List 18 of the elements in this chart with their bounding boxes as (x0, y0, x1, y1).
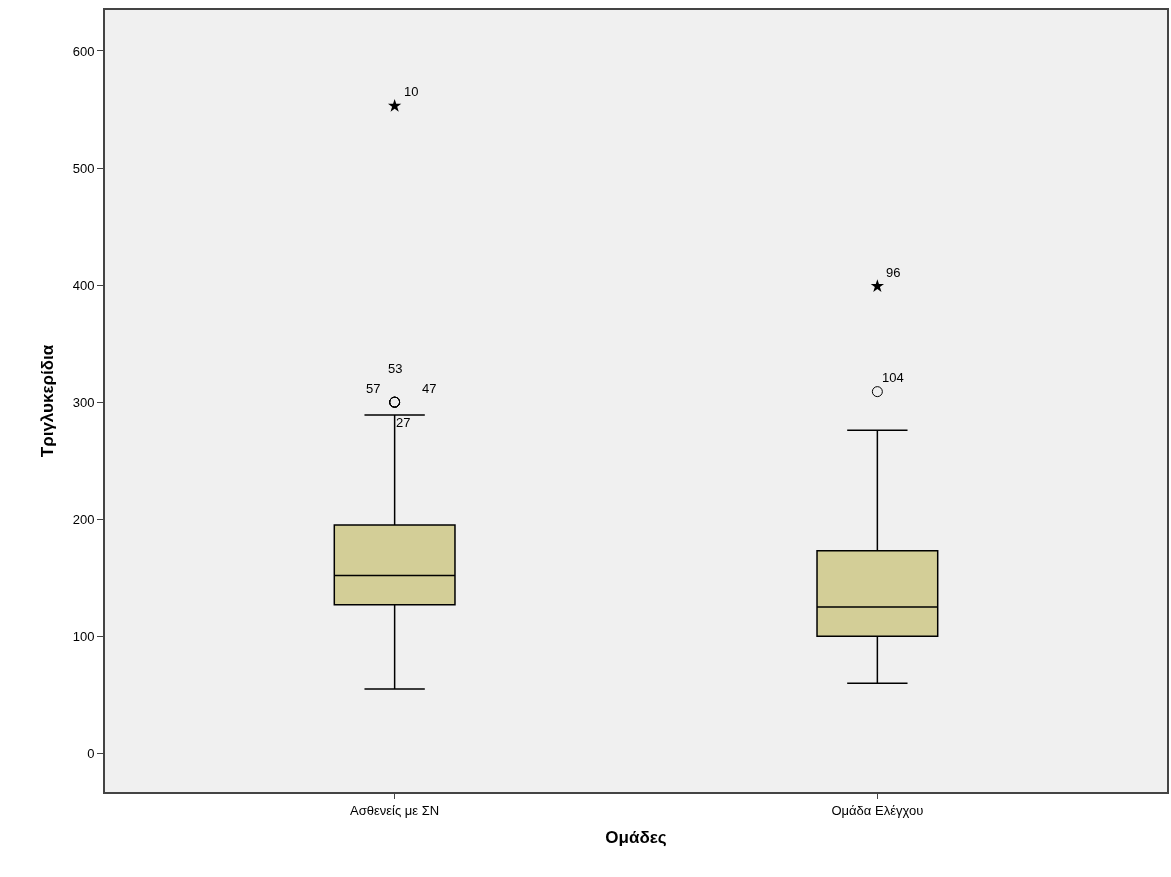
y-tick-label: 500 (72, 160, 95, 176)
x-tick-label: Ασθενείς με ΣΝ (350, 802, 440, 818)
annotation: 27 (396, 415, 411, 430)
y-tick-label: 400 (72, 277, 95, 293)
y-tick-label: 300 (72, 394, 95, 410)
annotation: 47 (422, 381, 437, 396)
annotation: 53 (388, 361, 403, 376)
annotation: 104 (882, 370, 904, 385)
annotation: 57 (366, 381, 381, 396)
y-axis-title: Τριγλυκερίδια (37, 344, 57, 458)
x-tick-label: Ομάδα Ελέγχου (831, 802, 924, 818)
y-tick-label: 100 (72, 628, 95, 644)
x-axis-title: Ομάδες (605, 828, 667, 848)
y-tick-label: 0 (87, 745, 95, 761)
annotation: 10 (404, 84, 419, 99)
y-tick-label: 200 (72, 511, 95, 527)
y-tick-label: 600 (72, 43, 95, 59)
annotation: 96 (886, 265, 901, 280)
